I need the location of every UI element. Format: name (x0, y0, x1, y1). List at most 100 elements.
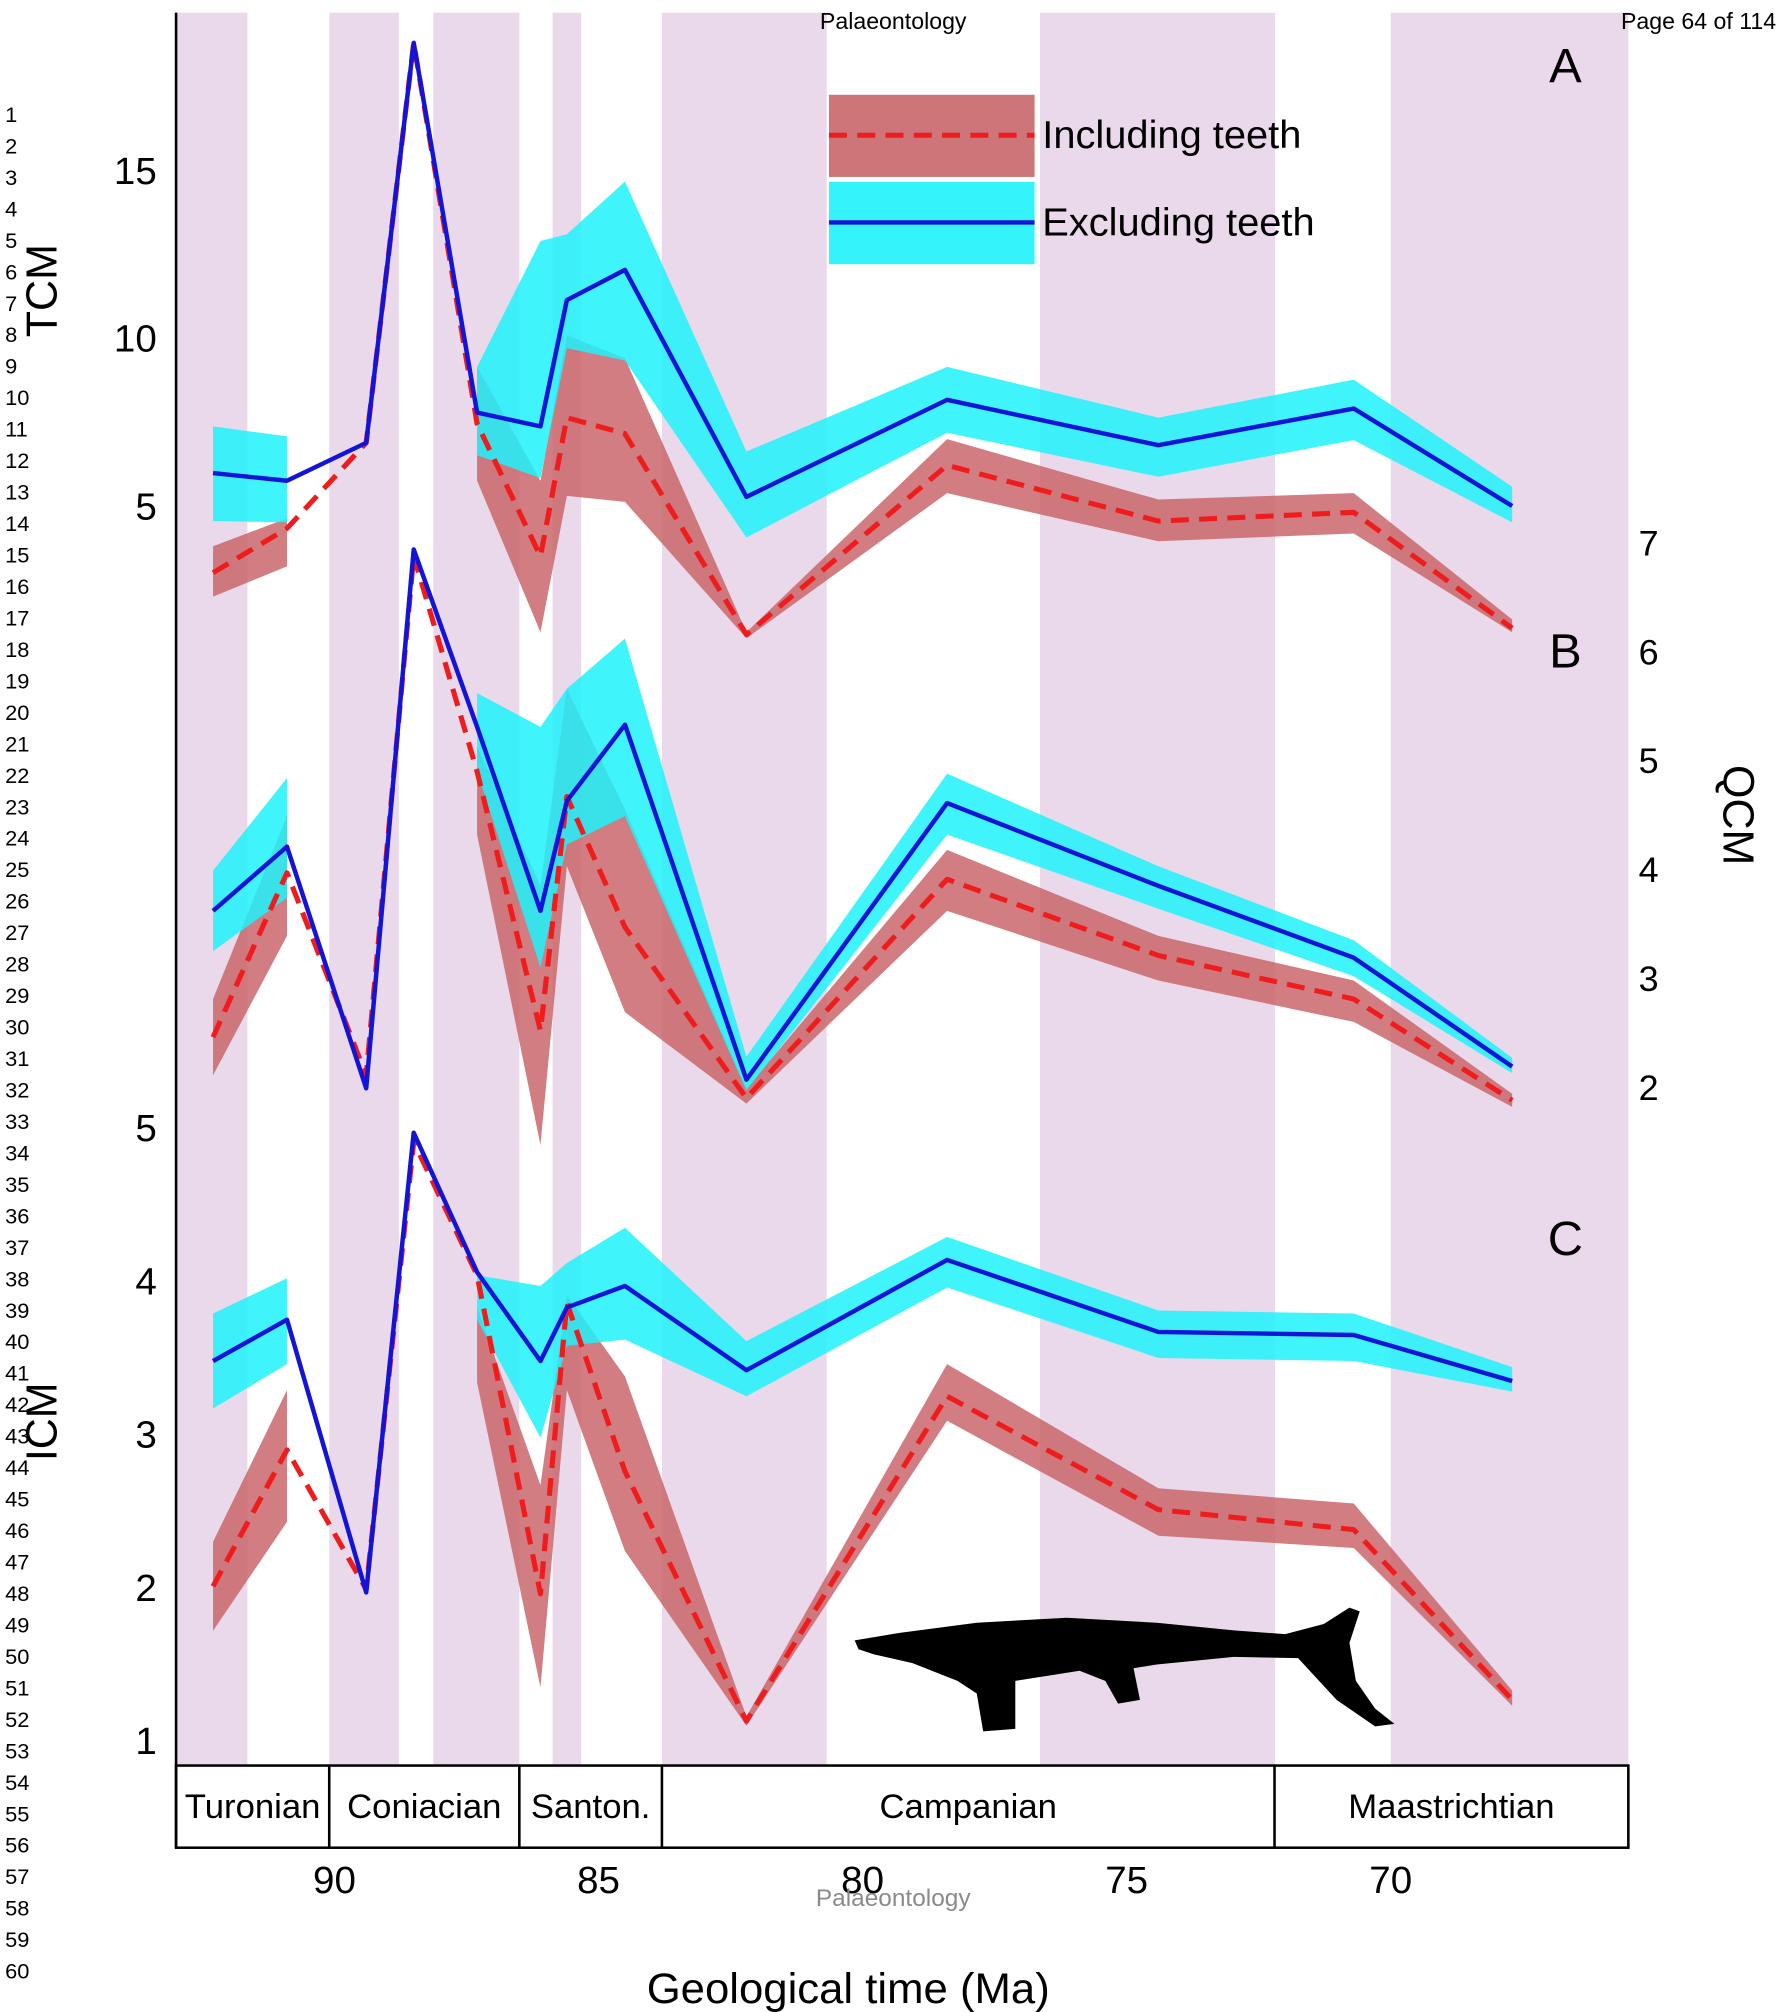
line-number: 37 (5, 1235, 29, 1260)
line-number: 2 (5, 134, 17, 159)
line-number: 12 (5, 448, 29, 473)
y-tick-label: 5 (135, 486, 156, 529)
line-number: 26 (5, 889, 29, 914)
uncertainty-band (213, 426, 287, 523)
line-number: 30 (5, 1015, 29, 1040)
line-number: 40 (5, 1329, 29, 1354)
line-number: 8 (5, 322, 17, 347)
stage-name: Turonian (185, 1788, 321, 1826)
uncertainty-band (477, 181, 1513, 538)
y-tick-label: 7 (1639, 524, 1659, 564)
y-tick-label: 4 (1639, 850, 1659, 890)
line-number: 50 (5, 1644, 29, 1669)
line-number: 13 (5, 480, 29, 505)
line-number: 20 (5, 700, 29, 725)
y-axis-label: QCM (1713, 765, 1761, 865)
journal-header: Palaeontology (820, 8, 967, 34)
line-number: 38 (5, 1266, 29, 1291)
line-number: 47 (5, 1550, 29, 1575)
series-line (211, 1130, 1513, 1595)
y-axis-label: ICM (18, 1382, 66, 1461)
line-number: 1 (5, 102, 17, 127)
x-tick-label: 70 (1369, 1859, 1412, 1902)
uncertainty-band (477, 1227, 1513, 1438)
line-number: 59 (5, 1927, 29, 1952)
panel-label: C (1548, 1212, 1583, 1266)
y-tick-label: 10 (114, 318, 157, 361)
y-axis-label: TCM (18, 244, 66, 337)
y-tick-label: 5 (1639, 742, 1659, 782)
shaded-interval (1390, 12, 1629, 1766)
line-number: 7 (5, 291, 17, 316)
line-number: 29 (5, 983, 29, 1008)
uncertainty-band (477, 335, 1513, 639)
x-tick-label: 90 (313, 1859, 356, 1902)
line-number: 43 (5, 1424, 29, 1449)
line-number: 23 (5, 794, 29, 819)
y-tick-label: 4 (135, 1261, 156, 1304)
uncertainty-band (477, 638, 1513, 1091)
series-line (211, 547, 1514, 1091)
panel-label: B (1549, 625, 1582, 679)
line-number: 18 (5, 637, 29, 662)
line-number: 33 (5, 1109, 29, 1134)
page-number: Page 64 of 114 (1621, 8, 1776, 34)
line-number: 22 (5, 763, 29, 788)
line-number: 49 (5, 1613, 29, 1638)
series-line (212, 40, 1514, 508)
line-number: 58 (5, 1896, 29, 1921)
uncertainty-band (477, 688, 1513, 1145)
line-number: 9 (5, 354, 17, 379)
y-tick-label: 3 (135, 1414, 156, 1457)
x-tick-label: 85 (577, 1859, 620, 1902)
line-number: 55 (5, 1801, 29, 1826)
line-number: 32 (5, 1078, 29, 1103)
shaded-interval (329, 12, 399, 1766)
line-number: 45 (5, 1487, 29, 1512)
line-number: 3 (5, 165, 17, 190)
lines (210, 40, 1515, 1724)
line-number: 6 (5, 259, 17, 284)
uncertainty-band (213, 1390, 287, 1631)
line-number: 35 (5, 1172, 29, 1197)
y-tick-label: 6 (1639, 633, 1659, 673)
line-number: 5 (5, 228, 17, 253)
line-number: 4 (5, 197, 17, 222)
line-number: 46 (5, 1518, 29, 1543)
y-tick-label: 3 (1639, 959, 1659, 999)
line-number: 31 (5, 1046, 29, 1071)
line-number: 42 (5, 1392, 29, 1417)
line-number: 11 (5, 417, 28, 442)
watermark: Palaeontology (816, 1885, 972, 1912)
x-tick-label: 75 (1105, 1859, 1148, 1902)
x-axis-label: Geological time (Ma) (647, 1965, 1050, 2012)
legend-label: Including teeth (1042, 113, 1301, 157)
y-tick-label: 2 (1639, 1068, 1659, 1108)
uncertainty-band (213, 1278, 287, 1409)
line-number: 53 (5, 1739, 29, 1764)
stage-box (174, 1764, 1630, 1849)
line-number: 54 (5, 1770, 29, 1795)
stage-name: Campanian (880, 1788, 1057, 1826)
line-number: 10 (5, 385, 29, 410)
line-number: 17 (5, 606, 29, 631)
line-number: 57 (5, 1864, 29, 1889)
stage-name: Maastrichtian (1348, 1788, 1554, 1826)
x-tick-label: 80 (841, 1859, 884, 1902)
line-number: 36 (5, 1204, 29, 1229)
panel-label: A (1549, 40, 1582, 94)
line-number: 14 (5, 511, 29, 536)
line-number: 15 (5, 543, 29, 568)
legend-label: Excluding teeth (1042, 201, 1314, 245)
stage-name: Coniacian (347, 1788, 501, 1826)
y-tick-label: 1 (135, 1720, 156, 1763)
line-number: 28 (5, 952, 29, 977)
labels: Turonian Coniacian Santon. Campanian Maastri… (5, 12, 1762, 1984)
mosasaur-silhouette (854, 1607, 1395, 1732)
y-tick-label: 15 (114, 150, 157, 193)
line-number: 60 (5, 1959, 29, 1984)
line-number: 56 (5, 1833, 29, 1858)
line-number: 48 (5, 1581, 29, 1606)
